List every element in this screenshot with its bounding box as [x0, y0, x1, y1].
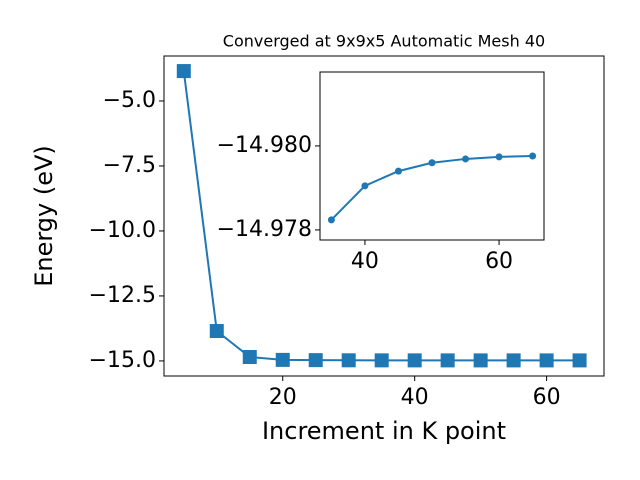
- marker: [341, 353, 356, 368]
- chart-title: Converged at 9x9x5 Automatic Mesh 40: [223, 32, 545, 51]
- marker: [462, 155, 470, 163]
- marker: [495, 153, 503, 161]
- marker: [473, 353, 488, 368]
- x-tick-label: 40: [351, 249, 379, 274]
- x-tick-label: 40: [401, 385, 429, 410]
- marker: [539, 353, 554, 368]
- y-tick-label: −7.5: [103, 153, 156, 178]
- marker: [176, 64, 191, 79]
- marker: [394, 167, 402, 175]
- y-tick-label: −10.0: [89, 218, 156, 243]
- marker: [440, 353, 455, 368]
- marker: [361, 182, 369, 190]
- y-tick-label: −5.0: [103, 88, 156, 113]
- x-tick-label: 60: [533, 385, 561, 410]
- marker: [308, 353, 323, 368]
- marker: [374, 353, 389, 368]
- y-tick-label: −12.5: [89, 283, 156, 308]
- y-tick-label: −15.0: [89, 348, 156, 373]
- x-tick-label: 60: [485, 249, 513, 274]
- marker: [407, 353, 422, 368]
- marker: [242, 350, 257, 365]
- x-axis-label: Increment in K point: [262, 417, 506, 445]
- marker: [327, 216, 335, 224]
- marker: [572, 353, 587, 368]
- marker: [275, 352, 290, 367]
- x-tick-label: 20: [269, 385, 297, 410]
- marker: [506, 353, 521, 368]
- marker: [428, 159, 436, 167]
- y-tick-label: −14.978: [217, 217, 312, 242]
- y-tick-label: −14.980: [217, 133, 312, 158]
- marker: [209, 324, 224, 339]
- marker: [529, 152, 537, 160]
- y-axis-label: Energy (eV): [30, 145, 58, 287]
